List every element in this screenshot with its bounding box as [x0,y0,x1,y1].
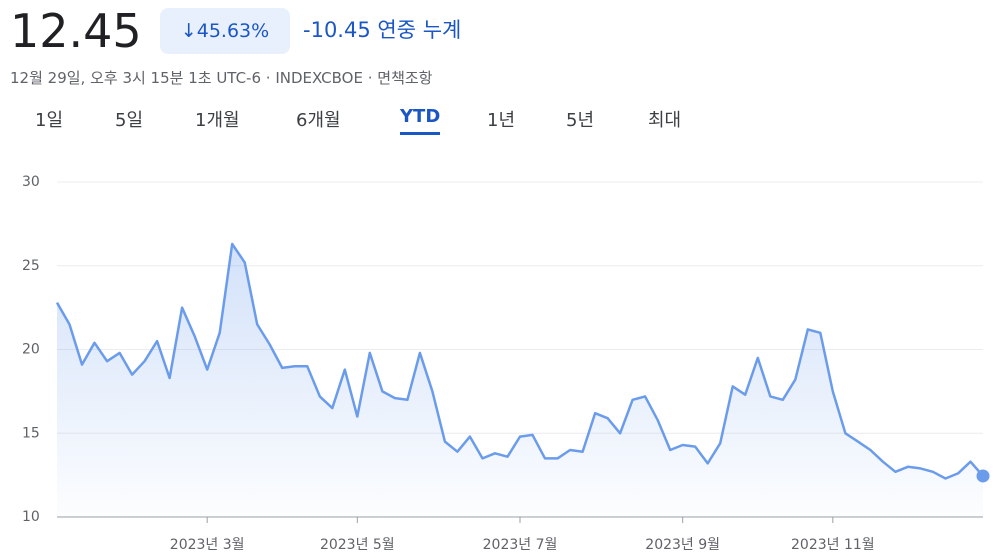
x-tick-label: 2023년 3월 [170,537,245,553]
change-badge: ↓45.63% [160,8,290,54]
x-tick-label: 2023년 5월 [320,537,395,553]
change: -10.45 연중 누계 [303,14,461,44]
x-tick-label: 2023년 11월 [791,537,875,553]
change-value: -10.45 [303,18,371,42]
y-tick-label: 10 [22,509,40,525]
last-point [976,469,990,483]
range-tab[interactable]: 5년 [566,110,595,131]
y-tick-label: 25 [22,258,40,274]
range-tab[interactable]: 1년 [487,110,516,131]
range-tab[interactable]: 5일 [115,110,144,131]
change-pct: 45.63% [196,20,270,42]
range-tabs: 1일 5일 1개월 6개월 YTD 1년 5년 최대 [0,106,760,140]
price-line [55,242,984,480]
area-fill [57,244,983,517]
down-arrow: ↓ [180,20,197,42]
meta: 12월 29일, 오후 3시 15분 1초 UTC-6 · INDEXCBOE … [10,69,433,87]
range-tab[interactable]: YTD [400,106,441,135]
range-tab[interactable]: 6개월 [296,110,341,131]
range-tab[interactable]: 최대 [648,110,682,131]
y-tick-label: 20 [22,342,40,358]
price: 12.45 [10,4,142,58]
x-tick-label: 2023년 9월 [645,537,720,553]
period-label: 연중 누계 [377,18,462,42]
y-tick-label: 15 [22,425,40,441]
y-tick-label: 30 [22,174,40,190]
range-tab[interactable]: 1개월 [195,110,240,131]
range-tab[interactable]: 1일 [35,110,64,131]
x-tick-label: 2023년 7월 [483,537,558,553]
